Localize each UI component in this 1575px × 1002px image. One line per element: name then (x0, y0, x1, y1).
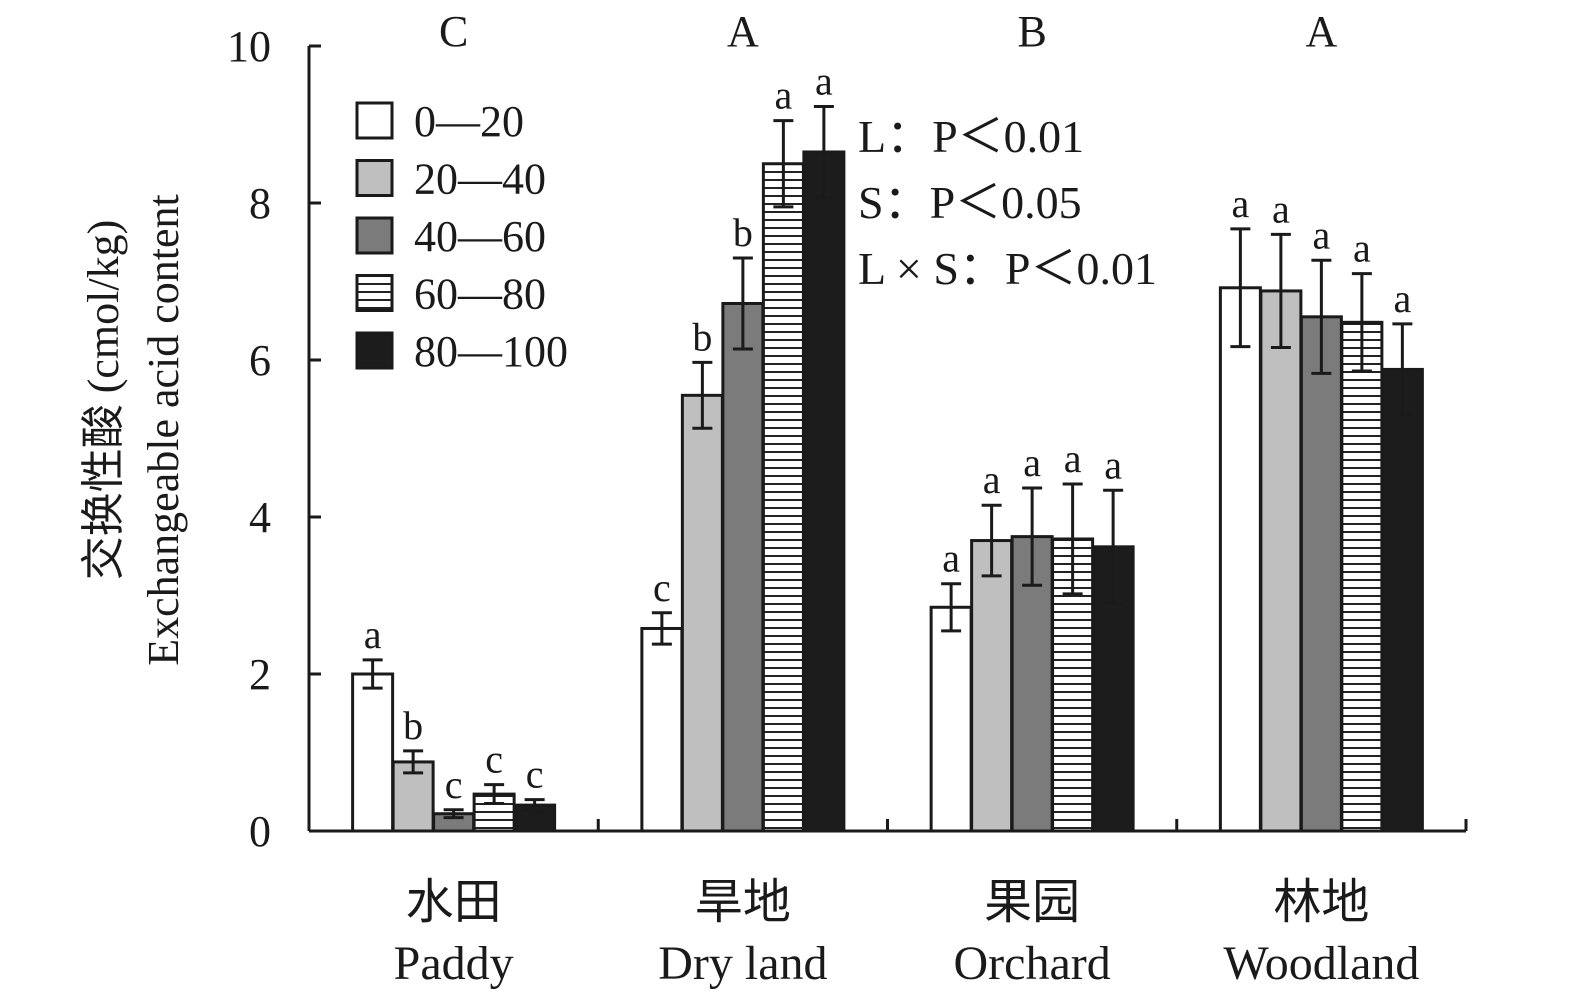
legend-label: 20—40 (414, 155, 546, 204)
y-tick-label: 0 (249, 807, 271, 856)
bar-orchard-series-1 (929, 605, 973, 833)
bar-dry-land-series-3 (721, 301, 765, 833)
significance-letter: a (983, 457, 1001, 502)
significance-letter: a (815, 58, 833, 103)
significance-letter: b (403, 703, 423, 748)
legend-label: 40—60 (414, 212, 546, 261)
significance-letter: c (526, 752, 544, 797)
legend-label: 80—100 (414, 327, 568, 376)
bar-orchard-series-2 (970, 539, 1014, 833)
significance-letter: a (942, 536, 960, 581)
legend-label: 0—20 (414, 97, 524, 146)
legend-swatch (355, 274, 394, 312)
significance-letter: a (774, 73, 792, 118)
bar-dry-land-series-2 (680, 393, 724, 833)
bar-woodland-series-5 (1380, 367, 1424, 833)
legend-swatch (355, 216, 394, 255)
bar-dry-land-series-5 (802, 150, 846, 833)
stat-line-2: S：P＜0.05 (858, 177, 1082, 228)
bar-dry-land-series-1 (640, 626, 684, 833)
significance-letter: c (485, 737, 503, 782)
significance-letter: a (1272, 186, 1290, 231)
significance-letter: a (1353, 226, 1371, 271)
x-category-label-zh: 林地 (1273, 876, 1369, 929)
y-tick-label: 6 (249, 336, 271, 385)
bar-paddy-series-1 (351, 672, 395, 833)
group-significance-letter: A (1305, 7, 1337, 56)
x-category-label-en: Dry land (658, 937, 827, 990)
bar-woodland-series-3 (1299, 315, 1343, 833)
significance-letter: b (692, 314, 712, 359)
stat-line-1: L：P＜0.01 (858, 111, 1084, 162)
significance-letter: a (1312, 212, 1330, 257)
group-significance-letter: A (727, 7, 759, 56)
bar-woodland-series-1 (1218, 286, 1262, 833)
stat-line-3: L × S：P＜0.01 (858, 243, 1157, 294)
y-axis-ticks: 0 2 4 6 8 10 (227, 22, 321, 856)
bar-paddy-series-5 (513, 803, 557, 833)
x-category-label-zh: 果园 (984, 876, 1080, 929)
x-category-label-zh: 水田 (406, 876, 502, 929)
significance-letter: c (445, 762, 463, 807)
significance-letter: a (364, 612, 382, 657)
y-tick-label: 10 (227, 22, 271, 71)
significance-letter: a (1393, 276, 1411, 321)
legend: 0—20 20—40 40—60 60—80 80—100 (355, 97, 568, 376)
legend-swatch (355, 331, 394, 370)
x-category-label-en: Paddy (394, 937, 514, 990)
significance-letter: b (733, 210, 753, 255)
y-tick-label: 8 (249, 179, 271, 228)
legend-swatch (355, 101, 394, 140)
stats-annotation: L：P＜0.01 S：P＜0.05 L × S：P＜0.01 (858, 111, 1157, 294)
legend-swatch (355, 159, 394, 197)
significance-letter: a (1104, 442, 1122, 487)
group-significance-letter: C (439, 7, 468, 56)
bar-woodland-series-4 (1340, 320, 1384, 833)
y-tick-label: 2 (249, 650, 271, 699)
bar-dry-land-series-4 (761, 162, 805, 833)
y-axis-title-en: Exchangeable acid content (139, 194, 188, 666)
y-tick-label: 4 (249, 493, 271, 542)
significance-letter: a (1023, 440, 1041, 485)
bar-woodland-series-2 (1259, 289, 1303, 833)
significance-letter: a (1064, 436, 1082, 481)
significance-letter: c (653, 565, 671, 610)
x-category-label-zh: 旱地 (695, 876, 791, 929)
legend-label: 60—80 (414, 270, 546, 319)
group-significance-letter: B (1017, 7, 1046, 56)
y-axis-title-zh: 交换性酸 (cmol/kg) (79, 220, 128, 581)
x-category-label-en: Orchard (954, 937, 1111, 990)
x-category-label-en: Woodland (1223, 937, 1419, 990)
significance-letter: a (1231, 181, 1249, 226)
